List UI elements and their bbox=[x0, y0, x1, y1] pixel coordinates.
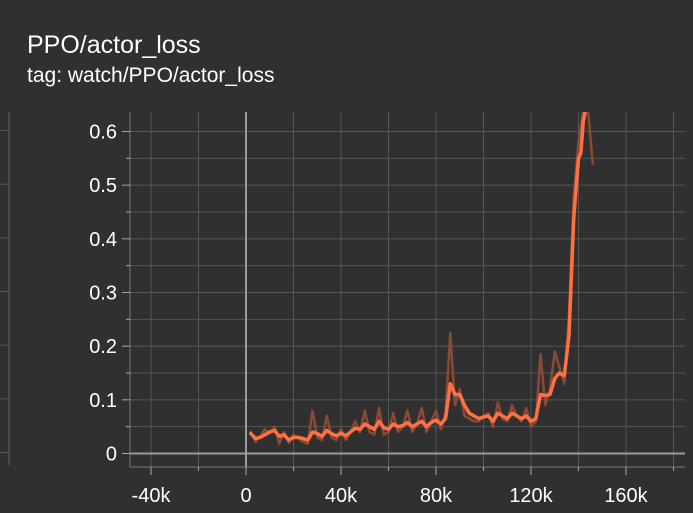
x-tick-label: 80k bbox=[420, 485, 453, 507]
x-tick-label: 120k bbox=[509, 485, 553, 507]
y-tick-label: 0.6 bbox=[89, 121, 117, 143]
y-tick-label: 0.3 bbox=[89, 282, 117, 304]
y-tick-label: 0 bbox=[106, 444, 117, 466]
chart-tag-subtitle: tag: watch/PPO/actor_loss bbox=[27, 64, 275, 87]
x-tick-label: 160k bbox=[604, 485, 648, 507]
x-tick-label: -40k bbox=[132, 485, 172, 507]
y-tick-label: 0.5 bbox=[89, 175, 117, 197]
y-tick-label: 0.4 bbox=[89, 229, 117, 251]
x-tick-label: 40k bbox=[325, 485, 358, 507]
card-header: PPO/actor_loss tag: watch/PPO/actor_loss bbox=[27, 28, 274, 90]
y-tick-label: 0.1 bbox=[89, 390, 117, 412]
raw-series-line bbox=[249, 112, 595, 446]
x-tick-label: 0 bbox=[240, 485, 251, 507]
chart-title: PPO/actor_loss bbox=[27, 31, 201, 59]
y-tick-label: 0.2 bbox=[89, 336, 117, 358]
smoothed-series-line bbox=[249, 112, 587, 442]
